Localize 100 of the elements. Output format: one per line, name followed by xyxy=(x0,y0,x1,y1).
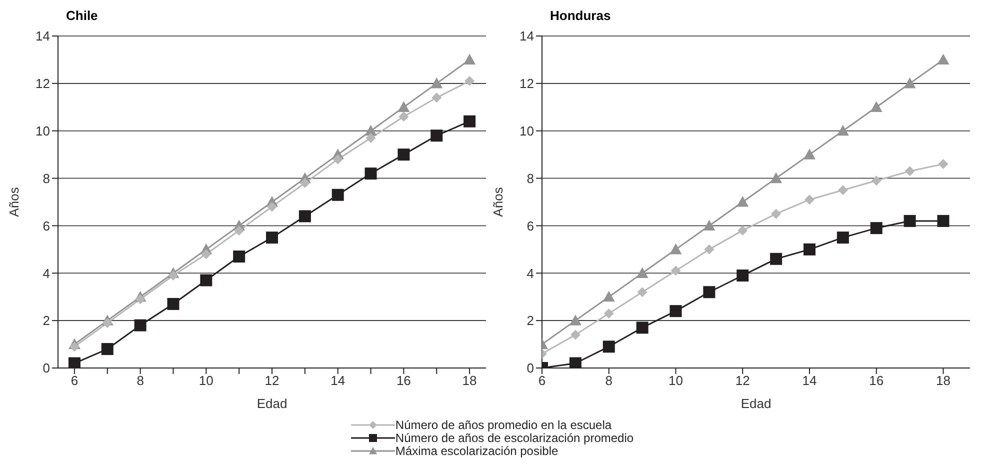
y-tick-label: 4 xyxy=(526,266,534,281)
point xyxy=(102,318,112,328)
x-tick-label: 10 xyxy=(198,373,214,388)
point xyxy=(904,166,915,176)
point xyxy=(569,314,582,326)
point xyxy=(201,249,212,260)
point xyxy=(670,266,681,276)
point xyxy=(870,101,882,112)
point xyxy=(464,76,475,86)
point xyxy=(398,148,410,161)
y-tick-label: 0 xyxy=(42,360,50,376)
point xyxy=(604,308,614,318)
y-tick-label: 14 xyxy=(520,28,534,44)
point xyxy=(804,194,814,205)
x-tick-label: 14 xyxy=(330,373,346,388)
y-axis-title: Años xyxy=(490,186,506,217)
x-tick-label: 18 xyxy=(462,373,477,388)
point xyxy=(332,188,344,201)
point xyxy=(332,154,343,164)
y-tick-label: 6 xyxy=(42,218,50,234)
point xyxy=(703,286,716,298)
point xyxy=(135,294,146,304)
point xyxy=(430,130,443,142)
y-tick-label: 2 xyxy=(42,313,50,328)
point xyxy=(168,270,178,281)
x-tick-label: 8 xyxy=(605,373,612,388)
y-axis-title: Años xyxy=(6,186,22,217)
point xyxy=(704,244,714,254)
legend-label: Número de años promedio en la escuela xyxy=(395,418,612,432)
point xyxy=(234,225,244,236)
x-tick-label: 6 xyxy=(538,373,546,388)
point xyxy=(770,252,782,265)
point xyxy=(398,112,409,122)
point xyxy=(904,77,916,88)
point xyxy=(266,232,278,244)
point xyxy=(770,172,782,184)
y-tick-label: 8 xyxy=(526,170,534,186)
x-tick-label: 14 xyxy=(802,373,817,388)
x-tick-label: 18 xyxy=(936,373,950,388)
x-tick-label: 8 xyxy=(136,373,144,388)
x-axis-title: Edad xyxy=(740,396,772,411)
x-tick-label: 12 xyxy=(264,373,280,388)
x-tick-label: 6 xyxy=(70,373,78,388)
point xyxy=(670,305,682,318)
point xyxy=(366,132,376,143)
point xyxy=(771,208,782,219)
y-tick-label: 14 xyxy=(36,28,50,44)
point xyxy=(736,270,749,282)
point xyxy=(298,210,311,222)
y-tick-label: 10 xyxy=(520,123,534,138)
point xyxy=(836,124,849,136)
point xyxy=(68,357,80,368)
point xyxy=(570,330,580,340)
point xyxy=(602,290,615,302)
legend-label: Máxima escolarización posible xyxy=(395,444,558,458)
point xyxy=(464,115,476,128)
point xyxy=(836,232,849,244)
point xyxy=(937,54,950,65)
point xyxy=(670,243,682,254)
point xyxy=(636,267,648,278)
point xyxy=(904,214,916,227)
y-tick-label: 12 xyxy=(36,76,50,92)
point xyxy=(398,101,410,112)
y-tick-label: 10 xyxy=(36,123,50,138)
y-tick-label: 2 xyxy=(526,313,534,328)
point xyxy=(602,340,615,353)
point xyxy=(200,274,212,286)
point xyxy=(569,357,582,368)
point xyxy=(267,202,277,212)
point xyxy=(703,220,716,231)
point xyxy=(464,54,476,65)
x-tick-label: 16 xyxy=(396,373,411,388)
y-tick-label: 12 xyxy=(520,76,534,92)
y-tick-label: 0 xyxy=(526,360,534,376)
legend-label: Número de años de escolarización promedio xyxy=(395,430,634,444)
y-tick-label: 4 xyxy=(42,266,50,281)
point xyxy=(364,168,377,180)
x-tick-label: 10 xyxy=(668,373,683,388)
point xyxy=(738,225,748,236)
point xyxy=(167,298,180,310)
chart-title: Honduras xyxy=(549,8,612,25)
point xyxy=(736,196,749,207)
x-axis-title: Edad xyxy=(256,396,288,411)
y-tick-label: 6 xyxy=(526,218,534,234)
point xyxy=(101,343,114,356)
x-tick-label: 16 xyxy=(869,373,884,388)
point xyxy=(838,185,848,196)
point xyxy=(432,92,442,103)
point xyxy=(430,77,443,88)
point xyxy=(937,214,950,227)
point xyxy=(233,250,246,263)
point xyxy=(804,243,816,256)
point xyxy=(871,176,882,186)
chart-title: Chile xyxy=(65,8,99,25)
point xyxy=(870,222,882,234)
point xyxy=(636,322,648,334)
x-tick-label: 12 xyxy=(735,373,750,388)
point xyxy=(134,319,146,332)
point xyxy=(637,287,648,298)
point xyxy=(938,159,948,170)
